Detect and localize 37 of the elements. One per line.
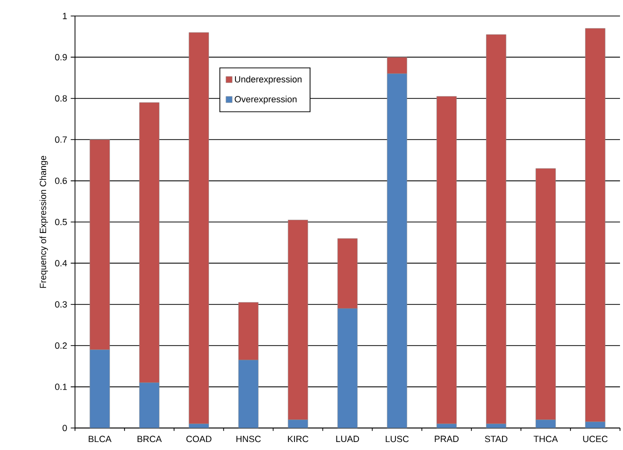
- x-tick-label: LUSC: [386, 436, 409, 442]
- legend-label: Overexpression: [234, 96, 297, 104]
- y-tick-label: 0.3: [55, 301, 67, 308]
- y-tick-label: 1: [62, 12, 67, 20]
- x-tick-label: PRAD: [434, 436, 459, 442]
- x-tick-label: BLCA: [88, 436, 112, 442]
- bar: [238, 360, 258, 428]
- bar: [436, 96, 457, 424]
- bar: [386, 74, 408, 428]
- legend-label: Underexpression: [235, 76, 302, 84]
- x-tick-label: LUAD: [336, 436, 360, 442]
- bar: [238, 302, 258, 360]
- x-tick-label: UCEC: [583, 436, 608, 442]
- bar: [337, 238, 358, 309]
- y-tick-label: 0.9: [55, 54, 67, 60]
- y-tick-label: 0.5: [55, 218, 67, 226]
- bar: [536, 420, 556, 428]
- x-tick-label: KIRC: [288, 436, 308, 442]
- y-tick-label: 0.4: [55, 260, 67, 266]
- bar: [139, 102, 160, 383]
- bar: [90, 350, 110, 428]
- bar: [536, 168, 556, 420]
- y-axis-title: Frequency of Expression Change: [40, 156, 48, 288]
- y-tick-label: 0.7: [55, 136, 67, 143]
- x-tick-label: THCA: [534, 436, 558, 442]
- bar: [139, 382, 160, 428]
- x-tick-label: STAD: [484, 436, 508, 442]
- y-tick-label: 0.2: [55, 342, 67, 349]
- bar: [337, 308, 358, 428]
- x-tick-label: COAD: [186, 436, 212, 442]
- y-tick-label: 0.1: [55, 384, 67, 390]
- y-tick-label: 0.6: [55, 178, 67, 184]
- y-tick-label: 0: [62, 424, 67, 432]
- bar: [288, 220, 308, 420]
- y-tick-label: 0.8: [55, 95, 67, 102]
- x-tick-label: HNSC: [236, 436, 261, 442]
- x-tick-label: BRCA: [138, 436, 162, 442]
